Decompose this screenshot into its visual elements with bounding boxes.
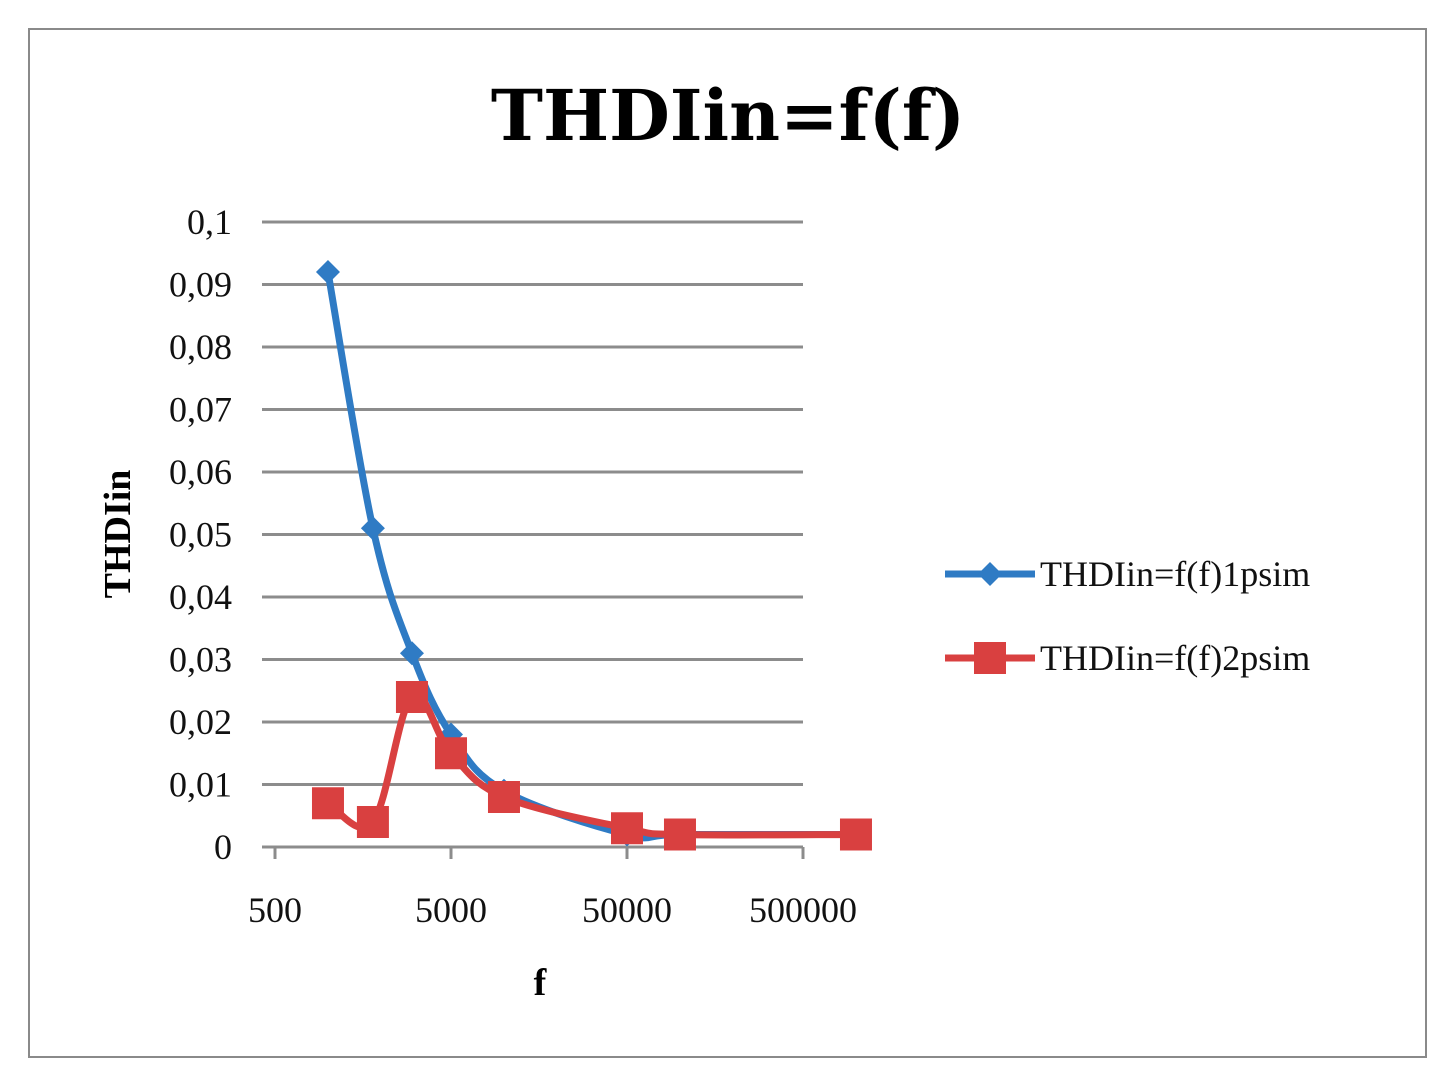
y-tick-label: 0,09: [169, 265, 232, 305]
chart-title: THDIin=f(f): [491, 74, 965, 157]
x-tick-labels: 500 5000 50000 500000: [248, 890, 857, 930]
data-point: [399, 641, 424, 666]
data-point: [356, 806, 389, 838]
legend-item: THDIin=f(f)1psim: [945, 554, 1310, 594]
y-tick-label: 0,02: [169, 702, 232, 742]
series-2: [311, 681, 872, 851]
series-line: [324, 691, 860, 839]
x-tick-label: 500000: [749, 890, 857, 930]
x-tick-label: 5000: [415, 890, 487, 930]
y-tick-label: 0,03: [169, 640, 232, 680]
y-tick-label: 0,06: [169, 452, 232, 492]
y-tick-label: 0,08: [169, 327, 232, 367]
x-tick-label: 50000: [582, 890, 672, 930]
data-point: [663, 818, 696, 851]
legend-item: THDIin=f(f)2psim: [945, 638, 1310, 678]
chart-frame: [28, 28, 1427, 1058]
y-tick-label: 0,07: [169, 390, 232, 430]
y-tick-label: 0,04: [169, 577, 232, 617]
data-point: [487, 781, 520, 813]
y-tick-label: 0: [214, 827, 232, 867]
data-point: [360, 516, 385, 541]
data-point: [395, 681, 428, 713]
legend-label: THDIin=f(f)1psim: [1040, 554, 1310, 594]
series-line: [324, 268, 860, 842]
legend: THDIin=f(f)1psim THDIin=f(f)2psim: [945, 554, 1310, 678]
data-point: [435, 737, 467, 770]
gridlines: [262, 220, 805, 859]
data-point: [311, 787, 344, 820]
data-point: [315, 260, 340, 284]
y-tick-label: 0,1: [187, 202, 232, 242]
y-tick-labels: 0 0,01 0,02 0,03 0,04 0,05 0,06 0,07 0,08 0,09 0,1: [169, 202, 232, 867]
y-tick-label: 0,01: [169, 765, 232, 805]
series-group: [311, 260, 872, 851]
y-tick-label: 0,05: [169, 515, 232, 555]
data-point: [611, 812, 643, 845]
x-axis-label: f: [534, 962, 548, 1004]
data-point: [839, 818, 872, 851]
legend-swatch-marker: [978, 562, 1002, 586]
legend-swatch-marker: [974, 642, 1006, 674]
x-tick-label: 500: [248, 890, 302, 930]
legend-label: THDIin=f(f)2psim: [1040, 638, 1310, 678]
y-axis-label: THDIin: [97, 470, 139, 599]
